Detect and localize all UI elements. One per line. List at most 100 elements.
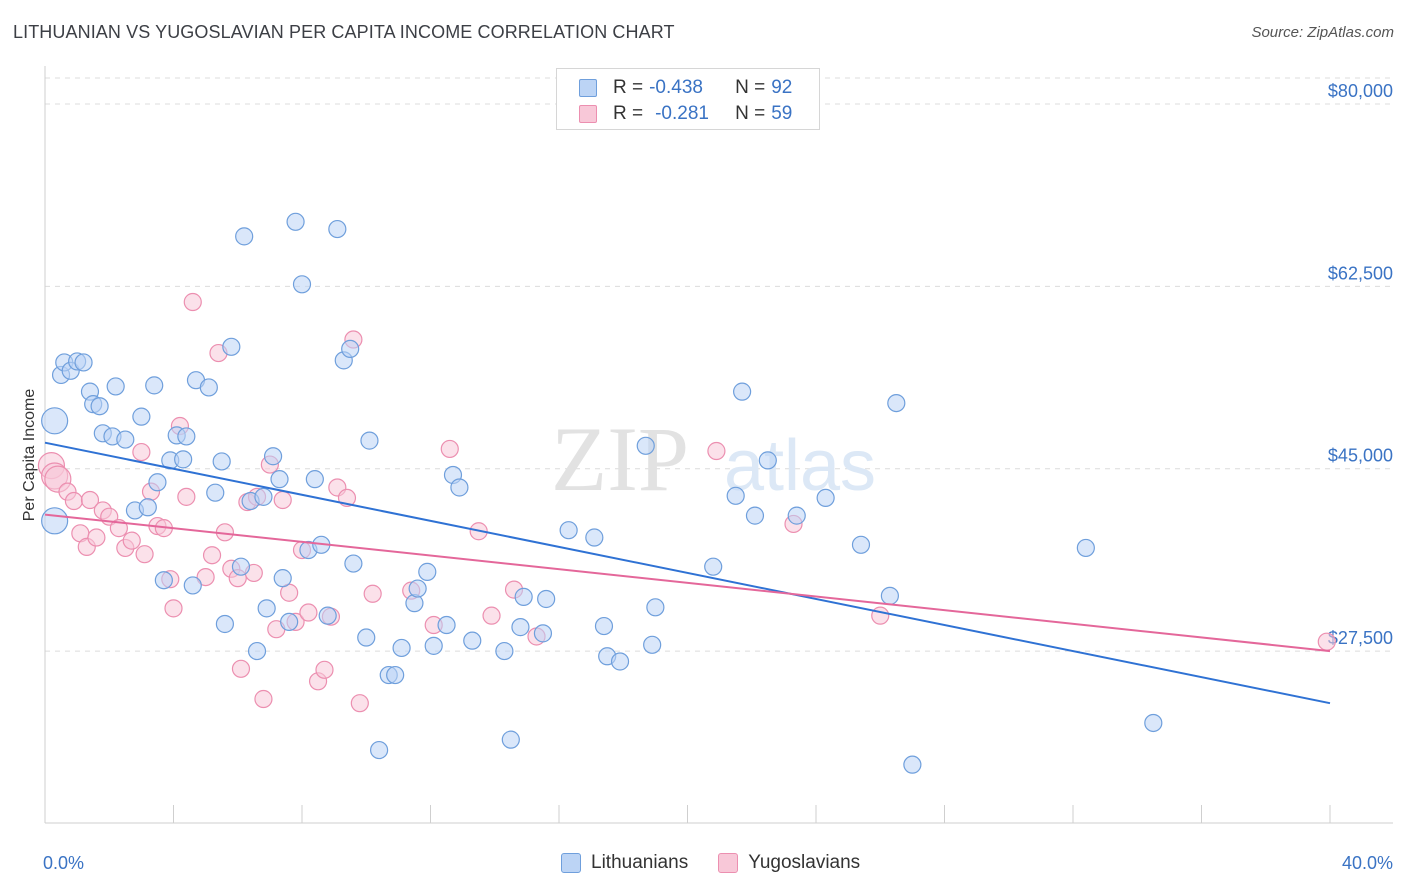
yugoslavians-point (202, 546, 222, 565)
lithuanians-point (145, 376, 164, 395)
lithuanians-point (386, 665, 405, 685)
yugoslavians-point (87, 528, 106, 547)
yugoslavians-point (164, 599, 183, 618)
lithuanians-point (495, 641, 514, 661)
legend-swatch-pink (718, 853, 739, 873)
lithuanians-point (341, 339, 360, 359)
lithuanians-point (408, 579, 427, 598)
legend-swatch-pink (579, 105, 597, 123)
yugoslavians-trend-line (44, 513, 1331, 653)
yugoslavians-point (299, 603, 318, 622)
legend-label-yugoslavians: Yugoslavians (748, 852, 861, 873)
lithuanians-point (636, 436, 655, 455)
lithuanians-point (305, 470, 324, 489)
yugoslavians-point (482, 606, 501, 625)
lithuanians-point (357, 628, 376, 647)
lithuanians-point (880, 586, 899, 605)
lithuanians-point (344, 554, 363, 573)
yugoslavians-point (707, 441, 726, 461)
yugoslavians-point (1317, 632, 1336, 651)
lithuanians-point (851, 535, 871, 554)
yugoslavians-point (196, 567, 215, 587)
legend-item-yugoslavians[interactable]: Yugoslavians (718, 852, 860, 874)
lithuanians-point (514, 587, 533, 606)
y-tick-label: $45,000 (1328, 446, 1393, 466)
lithuanians-point (816, 488, 835, 508)
y-tick-labels: $27,500 $45,000 $62,500 $80,000 (1328, 81, 1393, 648)
lithuanians-point (450, 478, 469, 497)
legend-n-label: N = (735, 103, 766, 124)
lithuanians-point (537, 589, 556, 609)
lithuanians-point (41, 407, 69, 435)
lithuanians-point (745, 506, 765, 525)
yugoslavians-point (64, 491, 84, 511)
x-tick-label: 0.0% (43, 853, 84, 873)
lithuanians-point (270, 470, 289, 489)
lithuanians-point (787, 506, 806, 525)
series-lithuanians-points (41, 212, 1163, 774)
y-tick-label: $80,000 (1328, 81, 1393, 101)
yugoslavians-point (871, 606, 890, 625)
lithuanians-point (74, 353, 93, 372)
lithuanians-point (212, 452, 231, 471)
source-note: Source: ZipAtlas.com (1251, 24, 1394, 41)
y-axis-title: Per Capita Income (21, 389, 38, 522)
legend-label-lithuanians: Lithuanians (591, 852, 689, 873)
lithuanians-point (138, 498, 157, 517)
legend-r-label: R = (613, 103, 644, 124)
lithuanians-point (116, 430, 135, 449)
legend-swatch-blue (561, 853, 581, 873)
chart-title: LITHUANIAN VS YUGOSLAVIAN PER CAPITA INC… (13, 22, 675, 42)
yugoslavians-point (122, 531, 141, 550)
legend-item-lithuanians[interactable]: Lithuanians (561, 852, 688, 874)
trend-lines (44, 441, 1331, 705)
lithuanians-point (273, 569, 292, 588)
lithuanians-point (533, 624, 553, 643)
lithuanians-point (254, 487, 273, 506)
yugoslavians-point (132, 442, 151, 462)
lithuanians-point (132, 407, 151, 426)
lithuanians-point (174, 450, 193, 469)
legend-n-label: N = (735, 77, 766, 98)
lithuanians-point (643, 635, 662, 654)
x-tick-label: 40.0% (1342, 853, 1393, 873)
lithuanians-point (437, 615, 456, 635)
lithuanians-point (177, 427, 196, 446)
stats-legend: R = -0.438 N = 92 R = -0.281 N = 59 (556, 68, 820, 130)
lithuanians-point (328, 219, 347, 239)
lithuanians-point (594, 616, 614, 636)
lithuanians-point (501, 730, 520, 749)
legend-r-label: R = (613, 77, 644, 98)
yugoslavians-point (183, 292, 202, 312)
yugoslavians-point (254, 689, 273, 709)
lithuanians-point (610, 652, 630, 671)
watermark-atlas: atlas (724, 426, 876, 506)
lithuanians-point (360, 431, 379, 450)
lithuanians-point (90, 397, 109, 416)
lithuanians-point (215, 614, 234, 634)
axes (44, 66, 1393, 824)
yugoslavians-point (135, 545, 154, 564)
zipatlas-watermark: ZIP atlas (551, 408, 876, 510)
yugoslavians-point (80, 490, 100, 510)
lithuanians-trend-line (44, 441, 1331, 705)
lithuanians-point (199, 378, 218, 397)
yugoslavians-point (350, 694, 369, 713)
lithuanians-point (370, 740, 389, 760)
watermark-zip: ZIP (551, 408, 689, 510)
lithuanians-point (726, 486, 745, 505)
lithuanians-point (257, 599, 276, 618)
lithuanians-point (286, 212, 305, 231)
lithuanians-point (318, 606, 337, 625)
legend-r-value: -0.281 (655, 103, 709, 124)
lithuanians-point (559, 521, 578, 540)
lithuanians-point (733, 382, 752, 401)
lithuanians-point (463, 631, 482, 650)
lithuanians-point (585, 528, 604, 547)
lithuanians-point (206, 483, 225, 502)
lithuanians-point (183, 576, 202, 595)
lithuanians-point (235, 227, 254, 246)
lithuanians-point (154, 571, 173, 590)
x-tick-labels: 0.0% 40.0% (43, 853, 1393, 873)
